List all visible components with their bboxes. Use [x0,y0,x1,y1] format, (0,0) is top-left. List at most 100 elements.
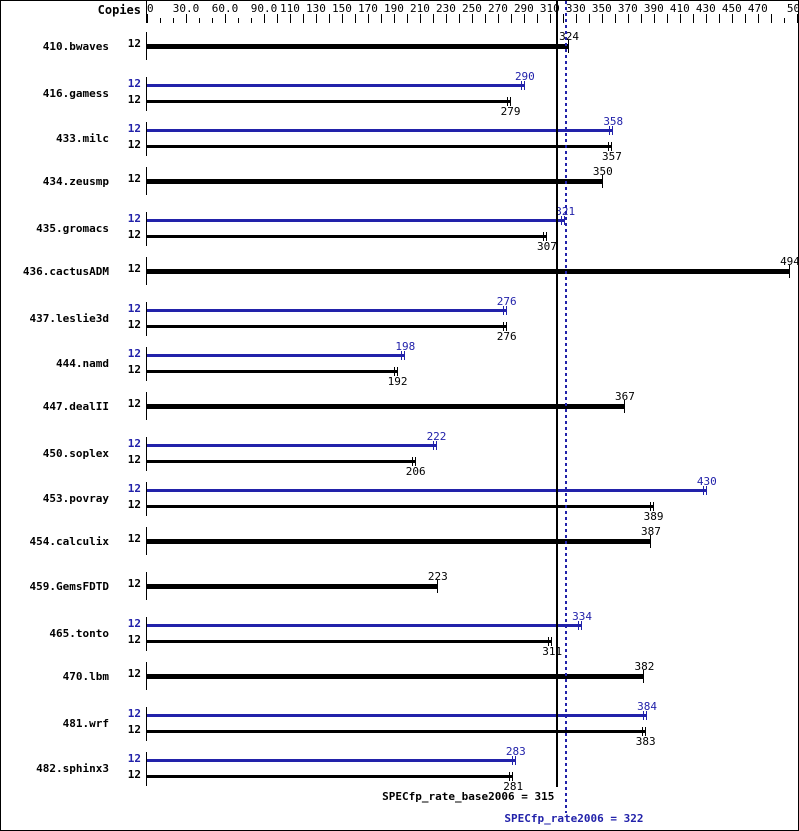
x-axis: 0 30.0 60.0 90.0 110 130 150 170 190 210 230 250 270… [147,1,798,23]
copies-value-base: 12 [127,228,141,241]
bar-peak [147,489,706,492]
bar-endcap [601,175,603,188]
bar-peak [147,309,506,312]
row-spine [146,122,147,156]
axis-major-tick [588,14,590,23]
axis-minor-tick [211,18,213,23]
axis-minor-tick [783,18,785,23]
bar-peak [147,44,569,49]
bar-peak [147,714,647,717]
bar-base [147,325,506,328]
benchmark-name: 465.tonto [49,627,109,640]
axis-tick-label: 230 [435,2,456,15]
bar-value-label: 276 [496,295,517,308]
copies-value-base: 12 [127,498,141,511]
axis-tick-label: 500 [786,2,798,15]
bar-value-label: 279 [500,105,521,118]
bar-value-label: 357 [602,150,622,163]
copies-value-peak: 12 [127,122,141,135]
row-spine [146,302,147,336]
bar-endcap [578,621,580,630]
bar-endcap [568,40,570,53]
axis-major-tick [718,14,720,23]
copies-value-peak: 12 [127,707,141,720]
bar-endcap [551,637,553,646]
bar-value-label: 283 [505,745,526,758]
bar-value-label: 384 [637,700,657,713]
reference-caption-base: SPECfp_rate_base2006 = 315 [382,790,555,803]
bar-value-label: 276 [496,330,517,343]
bar-endcap [505,306,507,315]
bar-endcap [789,265,790,278]
bar-value-label: 198 [395,340,416,353]
bar-endcap [581,621,583,630]
bar-value-label: 382 [634,660,655,673]
axis-major-tick [224,14,226,23]
axis-tick-label: 190 [383,2,404,15]
row-spine [146,482,147,516]
bar-base [147,145,611,148]
axis-major-tick [744,14,746,23]
axis-tick-label: 430 [695,2,716,15]
bar-value-label: 321 [555,205,575,218]
benchmark-name: 470.lbm [62,670,109,683]
row-spine [146,77,147,111]
axis-major-tick [510,14,512,23]
axis-tick-label: 110 [280,2,300,15]
axis-major-tick [627,14,629,23]
axis-major-tick [757,14,759,23]
copies-value-peak: 12 [127,667,141,680]
copies-value-peak: 12 [127,347,141,360]
axis-tick-label: 390 [643,2,664,15]
axis-major-tick [705,14,707,23]
axis-major-tick [445,14,447,23]
axis-minor-tick [237,18,239,23]
axis-tick-label: 210 [409,2,430,15]
benchmark-name: 437.leslie3d [29,312,109,325]
axis-minor-tick [172,18,174,23]
axis-minor-tick [159,18,161,23]
row-spine [146,527,147,555]
bar-endcap [652,502,654,511]
axis-tick-label: 30.0 [172,2,200,15]
bar-endcap [646,711,648,720]
axis-major-tick [289,14,291,23]
copies-value-peak: 12 [127,752,141,765]
axis-major-tick [276,14,278,23]
axis-tick-label: 370 [617,2,638,15]
benchmark-name: 481.wrf [62,717,109,730]
axis-major-tick [640,14,642,23]
bar-peak [147,674,644,679]
copies-value-base: 12 [127,363,141,376]
reference-line-base [556,1,559,787]
bar-peak [147,404,624,409]
bar-endcap [644,727,646,736]
bar-peak [147,584,437,589]
bar-endcap [505,322,507,331]
bar-endcap [623,400,625,413]
bar-base [147,775,513,778]
bar-value-label: 223 [427,570,448,583]
axis-tick-label: 130 [306,2,326,15]
bar-base [147,505,653,508]
copies-value-base: 12 [127,93,141,106]
axis-tick-label: 270 [487,2,508,15]
axis-tick-label: 0 [147,2,154,15]
bar-endcap [396,367,398,376]
axis-major-tick [523,14,525,23]
bar-endcap [404,351,406,360]
axis-major-tick [536,14,538,23]
axis-major-tick [328,14,330,23]
axis-major-tick [601,14,603,23]
bar-value-label: 367 [615,390,635,403]
bar-endcap [502,322,504,331]
benchmark-name: 450.soplex [42,447,109,460]
bar-peak [147,179,602,184]
benchmark-name: 459.GemsFDTD [29,580,109,593]
axis-tick-label: 410 [669,2,690,15]
axis-major-tick [147,14,148,23]
bar-endcap [548,637,550,646]
bar-endcap [512,772,514,781]
bar-value-label: 389 [643,510,664,523]
